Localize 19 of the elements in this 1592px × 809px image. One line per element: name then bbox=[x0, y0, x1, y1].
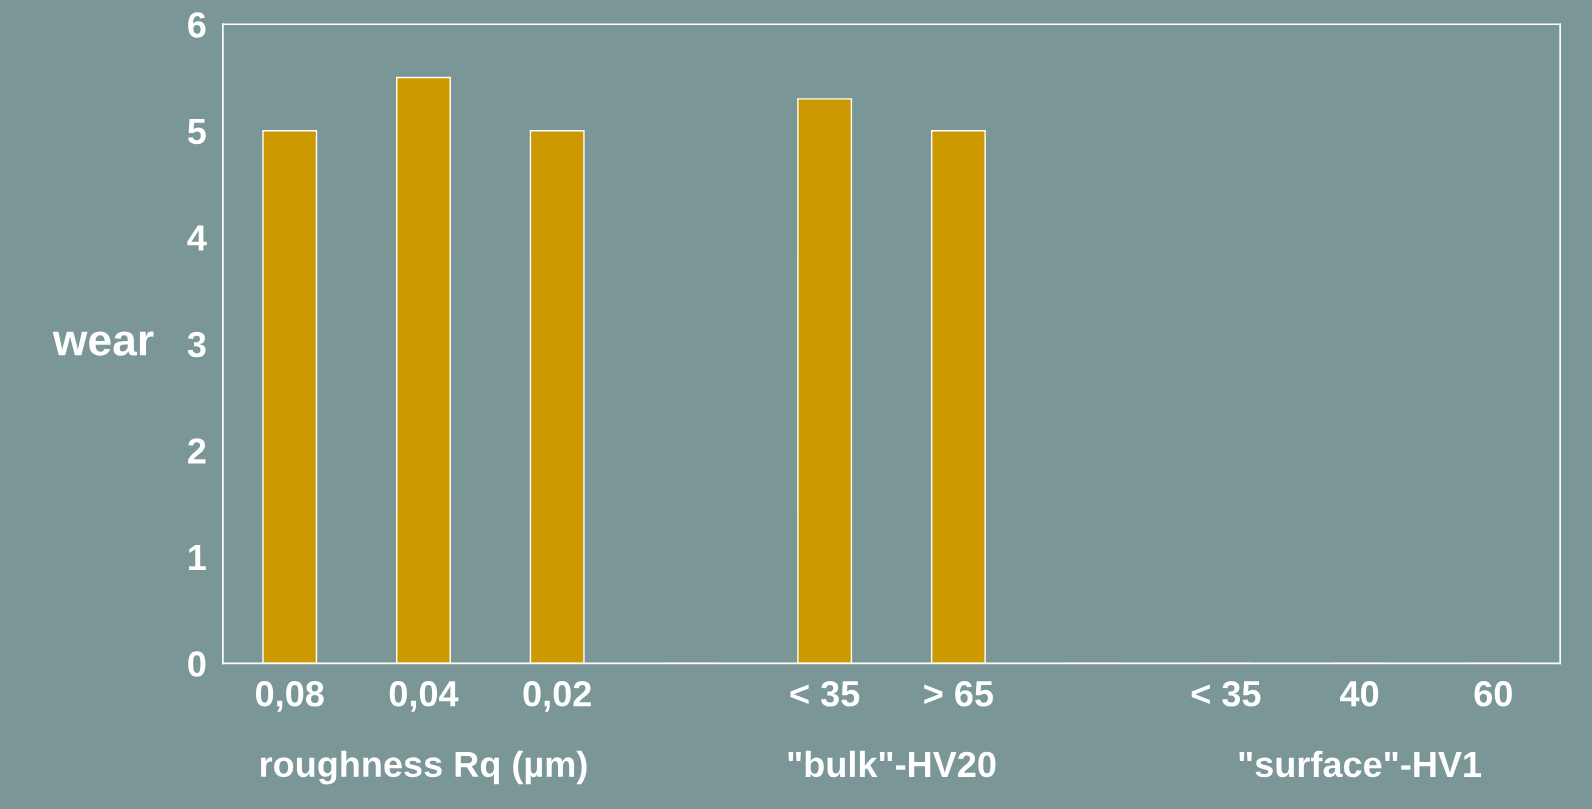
x-tick-label: 40 bbox=[1340, 681, 1379, 707]
y-tick-label: 2 bbox=[188, 438, 206, 464]
x-tick-label: 60 bbox=[1474, 681, 1512, 707]
text: "bulk"-HV20 bbox=[788, 750, 996, 778]
x-tick-label: < 35 bbox=[790, 681, 860, 707]
y-tick-label: 4 bbox=[187, 225, 207, 251]
x-tick-label: > 65 bbox=[924, 681, 994, 707]
x-tick-label: 0,04 bbox=[389, 681, 459, 712]
y-tick-label: 1 bbox=[189, 545, 206, 570]
y-axis-title: wear bbox=[52, 331, 154, 356]
x-tick-label: < 35 bbox=[1191, 681, 1261, 707]
y-tick-label: 5 bbox=[187, 119, 206, 145]
x-tick-label: 0,02 bbox=[523, 681, 591, 712]
x-tick-label: 0,08 bbox=[256, 681, 324, 712]
text: "surface"-HV1 bbox=[1239, 750, 1482, 778]
text: roughness Rq (µm) bbox=[260, 750, 587, 785]
y-tick-label: 6 bbox=[188, 12, 206, 38]
y-tick-label: 0 bbox=[188, 651, 206, 677]
y-tick-label: 3 bbox=[187, 331, 206, 358]
